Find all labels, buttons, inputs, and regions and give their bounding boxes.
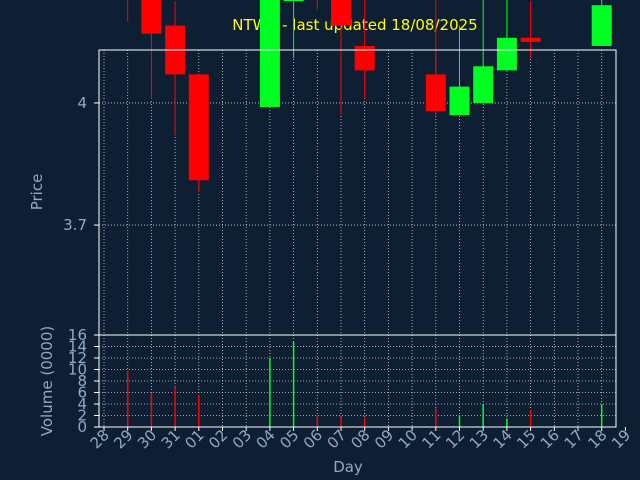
- volume-axis-label: Volume (0000): [38, 326, 56, 436]
- volume-bar: [126, 370, 129, 427]
- volume-bar: [435, 408, 437, 427]
- candle-body: [425, 74, 446, 112]
- candle: [591, 0, 612, 46]
- volume-bar: [198, 395, 200, 427]
- candle-body: [520, 37, 541, 42]
- candle: [496, 0, 517, 71]
- volume-bar: [506, 418, 508, 427]
- volume-bar: [174, 386, 176, 427]
- volume-bars: [126, 341, 603, 427]
- volume-bar: [482, 404, 484, 427]
- x-axis-ticks: 2829303101020304050607080910111213141516…: [87, 426, 635, 452]
- candle-body: [449, 86, 470, 116]
- candle: [520, 1, 541, 59]
- price-axis-label: Price: [28, 174, 46, 211]
- candle-body: [354, 45, 375, 71]
- volume-tick-label: 10: [68, 361, 87, 379]
- candle-body: [259, 0, 280, 108]
- candle-body: [188, 74, 209, 181]
- candle: [283, 0, 304, 59]
- price-panel: 3.744.34.64.9 Price: [28, 0, 617, 336]
- volume-frame: [98, 334, 617, 428]
- candle-body: [141, 0, 162, 34]
- candle: [188, 74, 209, 193]
- candle: [425, 0, 446, 116]
- candles: [127, 0, 612, 193]
- candle-body: [496, 37, 517, 71]
- price-y-ticks: 3.744.34.64.9: [63, 94, 99, 234]
- volume-tick-label: 14: [68, 338, 87, 356]
- volume-bar: [600, 404, 603, 427]
- candle-body: [283, 0, 304, 2]
- volume-bar: [363, 417, 366, 427]
- candle-body: [331, 0, 351, 26]
- volume-bar: [529, 409, 532, 427]
- volume-tick-label: 8: [77, 372, 87, 390]
- candle: [473, 0, 494, 103]
- candle-body: [591, 5, 612, 46]
- volume-bar: [458, 415, 461, 427]
- price-tick-label: 4: [77, 94, 87, 112]
- volume-bar: [150, 392, 153, 427]
- volume-bar: [316, 415, 319, 427]
- volume-grid: [99, 335, 616, 427]
- volume-tick-label: 6: [77, 384, 87, 402]
- candle: [141, 0, 162, 99]
- volume-tick-label: 2: [77, 407, 87, 425]
- candle: [259, 0, 280, 108]
- volume-bar: [292, 341, 295, 427]
- volume-tick-label: 16: [68, 326, 87, 344]
- candle-body: [473, 66, 494, 103]
- price-grid: [99, 50, 616, 335]
- x-axis-label: Day: [333, 458, 363, 476]
- price-tick-label: 3.7: [63, 216, 87, 234]
- volume-bar: [269, 358, 271, 427]
- candle: [354, 0, 375, 99]
- volume-tick-label: 4: [77, 395, 87, 413]
- volume-tick-label: 0: [77, 418, 87, 436]
- volume-tick-label: 12: [68, 349, 87, 367]
- volume-bar: [340, 416, 342, 427]
- candle: [331, 0, 351, 116]
- candle: [449, 25, 470, 116]
